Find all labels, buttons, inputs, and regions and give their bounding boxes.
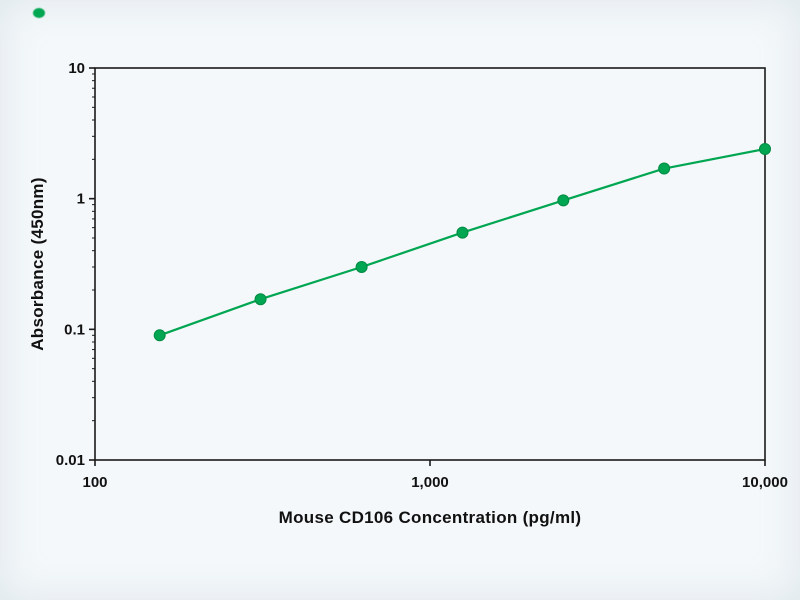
data-point-marker <box>759 142 771 155</box>
plot-frame <box>94 67 766 461</box>
data-point-marker <box>153 329 166 342</box>
data-point-marker <box>658 162 671 175</box>
data-point-marker <box>557 194 570 207</box>
data-point-marker <box>456 226 469 239</box>
y-tick-label: 1 <box>77 191 85 208</box>
x-tick-label: 10,000 <box>742 474 788 491</box>
y-axis-label: Absorbance (450nm) <box>28 177 47 351</box>
y-tick-label: 0.1 <box>64 321 85 338</box>
x-tick-label: 1,000 <box>411 474 449 491</box>
green-corner-dot <box>33 8 45 18</box>
x-tick-label: 100 <box>82 474 107 491</box>
standard-curve-line <box>158 147 767 337</box>
data-point-marker <box>254 293 267 306</box>
x-axis-label: Mouse CD106 Concentration (pg/ml) <box>278 508 582 527</box>
y-tick-label: 10 <box>68 60 85 77</box>
data-point-marker <box>355 260 368 273</box>
y-tick-label: 0.01 <box>56 452 85 469</box>
